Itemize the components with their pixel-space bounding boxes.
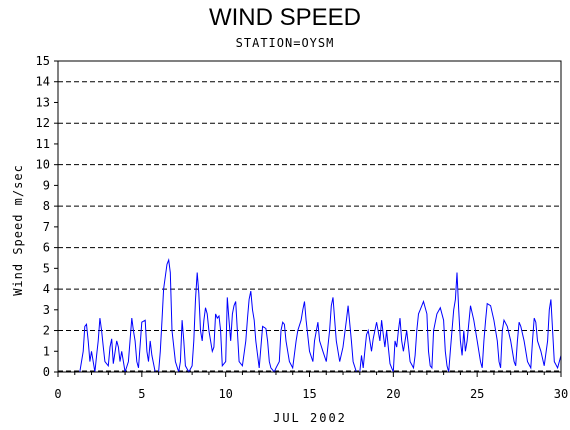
gridlines: [58, 81, 561, 372]
y-tick-label: 12: [36, 116, 50, 130]
chart-subtitle: STATION=OYSM: [235, 36, 335, 50]
x-tick-label: 15: [302, 387, 316, 401]
y-tick-label: 5: [43, 261, 50, 275]
x-tick-label: 25: [470, 387, 484, 401]
x-axis-label: JUL 2002: [273, 411, 347, 425]
y-tick-label: 11: [36, 137, 50, 151]
x-tick-label: 30: [554, 387, 568, 401]
y-tick-label: 2: [43, 324, 50, 338]
y-tick-label: 14: [36, 75, 50, 89]
y-tick-label: 3: [43, 303, 50, 317]
y-tick-label: 4: [43, 282, 50, 296]
y-tick-label: 1: [43, 344, 50, 358]
y-tick-label: 8: [43, 199, 50, 213]
y-tick-label: 13: [36, 95, 50, 109]
series-line-0: [63, 258, 562, 374]
y-tick-label: 9: [43, 178, 50, 192]
y-tick-label: 10: [36, 158, 50, 172]
y-tick-label: 6: [43, 241, 50, 255]
x-axis: 0 5 10 15 20 25 30: [54, 372, 568, 401]
x-tick-label: 5: [138, 387, 145, 401]
x-tick-label: 10: [218, 387, 232, 401]
y-tick-label: 15: [36, 54, 50, 68]
x-tick-label: 0: [54, 387, 61, 401]
chart-title: WIND SPEED: [208, 4, 361, 31]
y-tick-label: 7: [43, 220, 50, 234]
y-tick-label: 0: [43, 365, 50, 379]
series-group: [63, 258, 562, 374]
x-tick-label: 20: [386, 387, 400, 401]
